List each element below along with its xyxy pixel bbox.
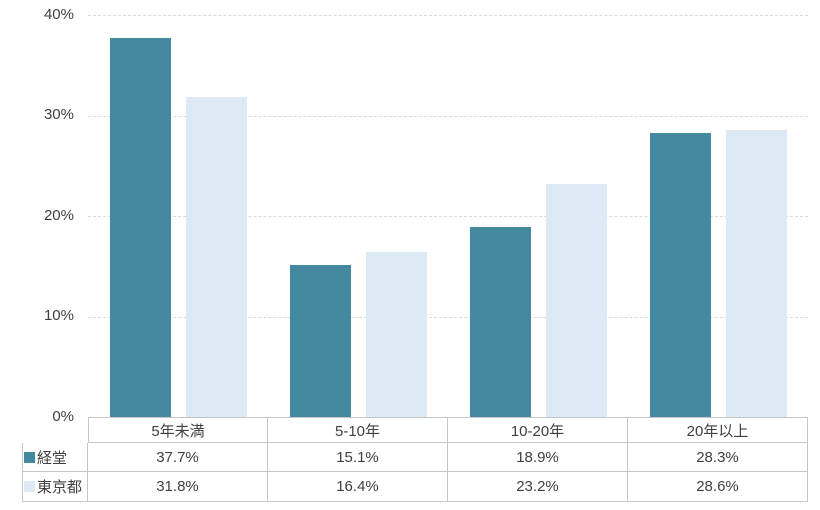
legend-item-series2: 東京都 — [22, 472, 88, 502]
category-header: 5年未満 — [88, 417, 268, 443]
y-axis-label-10: 10% — [43, 307, 74, 324]
table-value: 23.2% — [448, 472, 628, 502]
legend-label-series1: 経堂 — [37, 449, 68, 467]
bar-series1-cat2 — [289, 265, 351, 417]
y-axis-label-40: 40% — [43, 6, 74, 23]
bar-series2-cat4 — [725, 129, 787, 417]
legend-label-series2: 東京都 — [37, 479, 83, 496]
bar-series2-cat2 — [365, 252, 427, 417]
table-value: 31.8% — [88, 472, 268, 502]
legend-swatch-series2 — [24, 481, 35, 492]
table-value: 37.7% — [88, 443, 268, 472]
table-value: 28.3% — [628, 443, 808, 472]
gridline-10 — [88, 316, 808, 318]
gridline-20 — [88, 216, 808, 217]
y-axis-label-30: 30% — [43, 106, 74, 123]
table-value: 28.6% — [628, 472, 808, 502]
table-corner-spacer — [22, 417, 88, 443]
bar-series2-cat1 — [185, 97, 247, 417]
category-header: 10-20年 — [448, 417, 628, 443]
bar-group-4 — [628, 15, 808, 417]
y-axis-label-20: 20% — [43, 207, 74, 224]
bar-groups — [88, 15, 808, 417]
legend-item-series1: 経堂 — [22, 443, 88, 472]
bar-series1-cat4 — [649, 132, 711, 417]
y-axis-label-0: 0% — [52, 408, 74, 425]
category-header: 20年以上 — [628, 417, 808, 443]
data-table: 5年未満 5-10年 10-20年 20年以上 経堂 37.7% 15.1% 1… — [22, 417, 808, 502]
gridline-30 — [88, 115, 808, 117]
bar-group-3 — [448, 15, 628, 417]
bar-series1-cat3 — [469, 227, 531, 417]
legend-swatch-series1 — [24, 451, 35, 463]
bar-series1-cat1 — [109, 38, 171, 417]
table-value: 15.1% — [268, 443, 448, 472]
plot-area — [88, 15, 808, 417]
table-value: 16.4% — [268, 472, 448, 502]
category-header: 5-10年 — [268, 417, 448, 443]
bar-group-1 — [88, 15, 268, 417]
bar-series2-cat3 — [545, 183, 607, 417]
gridline-40 — [88, 15, 808, 16]
table-value: 18.9% — [448, 443, 628, 472]
bar-group-2 — [268, 15, 448, 417]
